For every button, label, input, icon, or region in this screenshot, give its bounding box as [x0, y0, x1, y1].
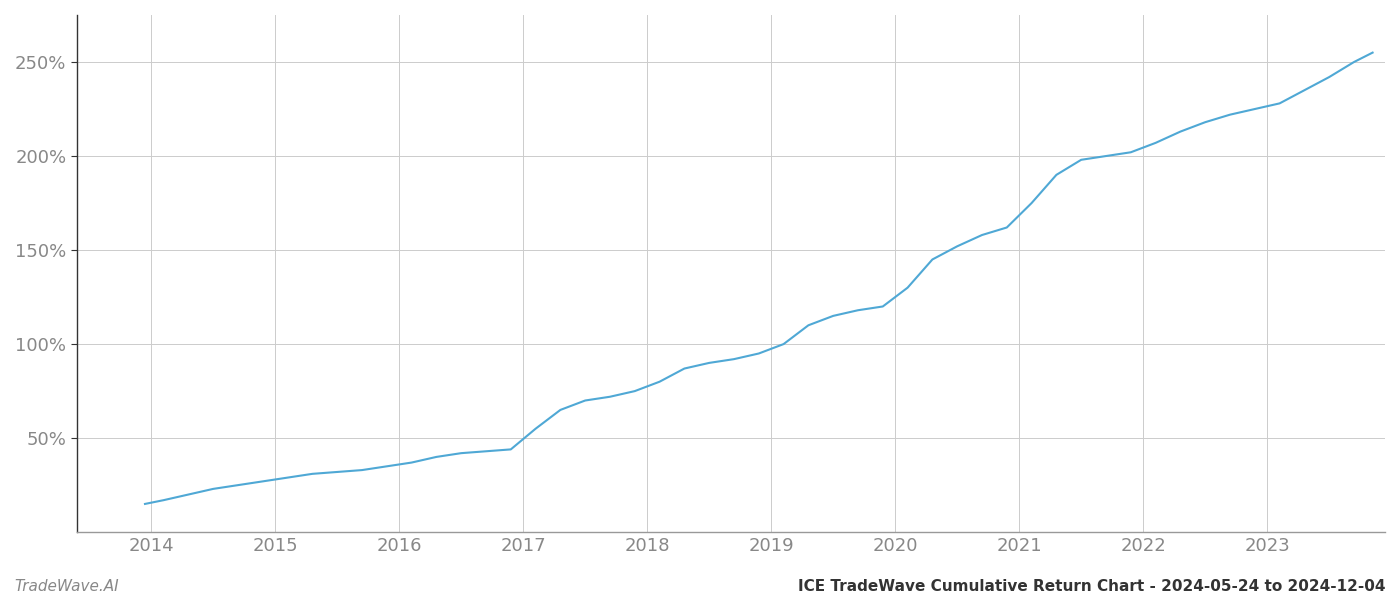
- Text: ICE TradeWave Cumulative Return Chart - 2024-05-24 to 2024-12-04: ICE TradeWave Cumulative Return Chart - …: [798, 579, 1386, 594]
- Text: TradeWave.AI: TradeWave.AI: [14, 579, 119, 594]
